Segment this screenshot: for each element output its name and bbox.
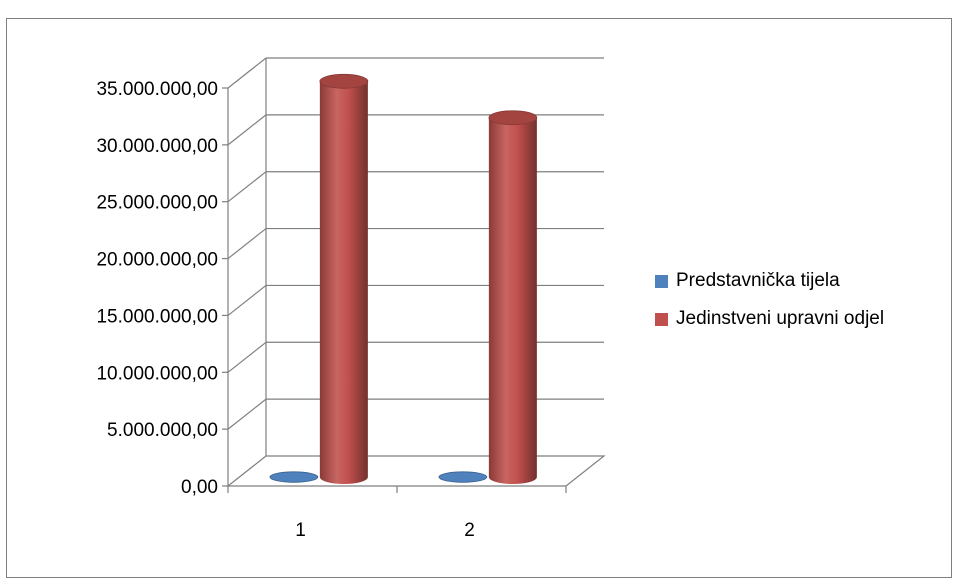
y-tick-label: 20.000.000,00	[96, 250, 218, 271]
cylinder-series2-cat2-body	[488, 117, 537, 485]
gridline-side	[227, 398, 267, 430]
floor-plane	[226, 455, 606, 487]
x-tick-label: 2	[464, 520, 475, 541]
y-tick-label: 15.000.000,00	[96, 306, 218, 327]
y-tick-label: 0,00	[181, 477, 218, 498]
cylinder-series2-cat1-body	[319, 81, 368, 485]
legend: Predstavnička tijela Jedinstveni upravni…	[655, 262, 884, 338]
gridline-side	[227, 57, 267, 89]
gridline-side	[227, 341, 267, 373]
legend-swatch-series-2	[655, 312, 668, 326]
x-tick-label: 1	[295, 520, 306, 541]
gridline-side	[227, 114, 267, 146]
legend-label-series-2: Jedinstveni upravni odjel	[676, 308, 885, 329]
legend-label-series-1: Predstavnička tijela	[676, 270, 840, 291]
gridline-side	[227, 171, 267, 203]
chart-frame	[6, 18, 952, 578]
cylinder-series1-cat1-disc	[269, 471, 319, 483]
gridline-side	[227, 228, 267, 260]
y-tick-label: 30.000.000,00	[96, 136, 218, 157]
y-tick-label: 25.000.000,00	[96, 193, 218, 214]
y-tick-label: 35.000.000,00	[96, 79, 218, 100]
legend-item-series-1: Predstavnička tijela	[655, 262, 884, 300]
legend-item-series-2: Jedinstveni upravni odjel	[655, 300, 884, 338]
cylinder-series2-cat2-top	[488, 110, 538, 126]
gridline-side	[227, 284, 267, 316]
y-tick-label: 5.000.000,00	[107, 420, 218, 441]
cylinder-series2-cat1-top	[319, 73, 369, 89]
legend-swatch-series-1	[655, 274, 668, 288]
cylinder-series1-cat2-disc	[438, 471, 488, 483]
y-tick-label: 10.000.000,00	[96, 363, 218, 384]
